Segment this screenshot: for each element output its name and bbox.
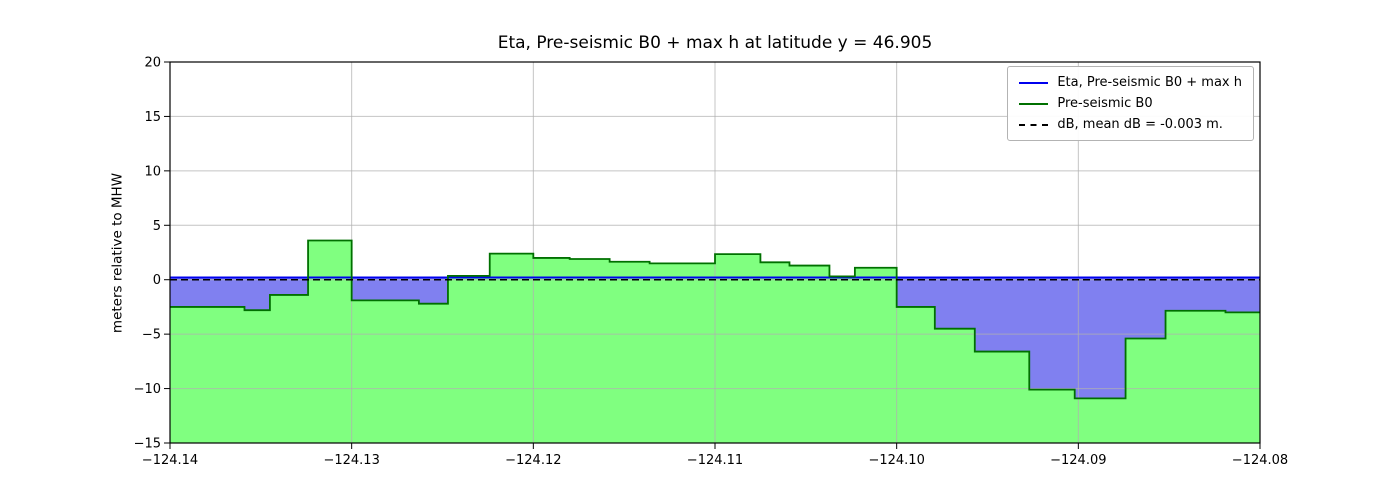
y-tick-label: 0 <box>153 273 161 288</box>
x-tick-label: −124.09 <box>1050 453 1106 468</box>
x-tick-label: −124.14 <box>142 453 198 468</box>
legend-label: Pre-seismic B0 <box>1057 96 1153 111</box>
y-tick-label: −15 <box>134 437 161 452</box>
y-tick-label: −5 <box>142 328 161 343</box>
x-tick-label: −124.12 <box>505 453 561 468</box>
chart-title: Eta, Pre-seismic B0 + max h at latitude … <box>497 33 933 53</box>
eta-fill-area <box>170 277 309 311</box>
y-tick-label: 20 <box>144 56 161 71</box>
y-tick-label: 5 <box>153 219 161 234</box>
legend-entry-eta: Eta, Pre-seismic B0 + max h <box>1019 75 1242 90</box>
x-tick-label: −124.13 <box>323 453 379 468</box>
eta-fill-area <box>351 277 448 304</box>
legend-label: dB, mean dB = -0.003 m. <box>1057 117 1223 132</box>
y-tick-label: −10 <box>134 382 161 397</box>
legend-line-b0-icon <box>1019 102 1049 105</box>
y-tick-label: 10 <box>144 164 161 179</box>
x-tick-label: −124.10 <box>868 453 924 468</box>
y-tick-label: 15 <box>144 110 161 125</box>
b0-step-line <box>170 239 1260 400</box>
x-tick-label: −124.11 <box>687 453 743 468</box>
legend-label: Eta, Pre-seismic B0 + max h <box>1057 75 1242 90</box>
legend: Eta, Pre-seismic B0 + max h Pre-seismic … <box>1007 66 1254 141</box>
y-axis-label: meters relative to MHW <box>109 172 126 334</box>
x-tick-label: −124.08 <box>1232 453 1288 468</box>
legend-line-eta-icon <box>1019 81 1049 84</box>
legend-entry-b0: Pre-seismic B0 <box>1019 96 1242 111</box>
legend-line-db-icon <box>1019 123 1049 126</box>
legend-entry-db: dB, mean dB = -0.003 m. <box>1019 117 1242 132</box>
